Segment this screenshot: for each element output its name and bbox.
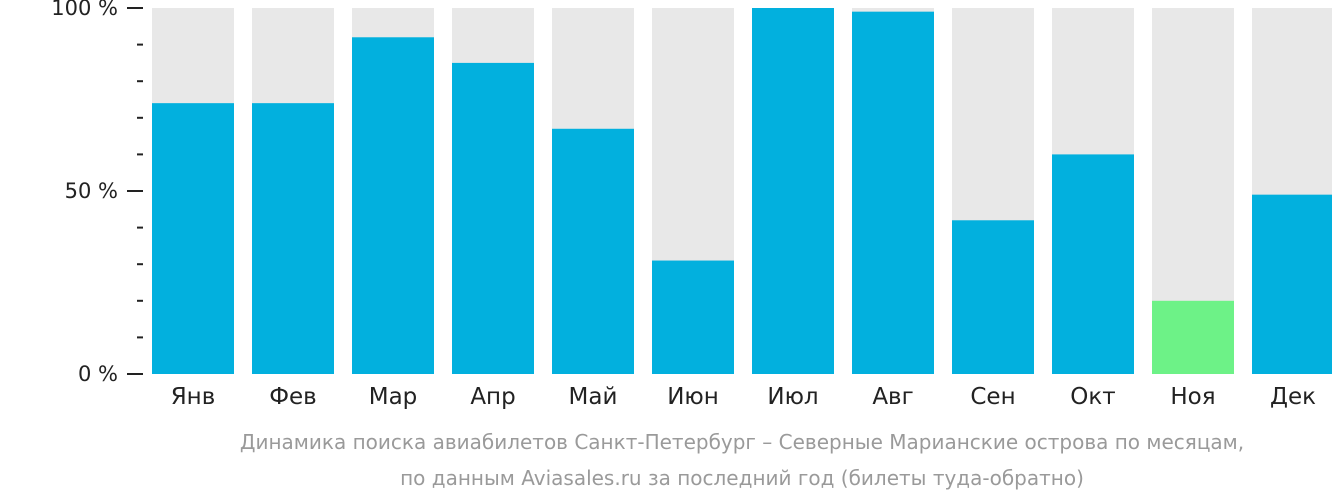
x-tick-label: Мар xyxy=(369,384,418,410)
bar-1 xyxy=(152,103,234,374)
bar-8 xyxy=(852,11,934,374)
chart-caption-line-1: Динамика поиска авиабилетов Санкт-Петерб… xyxy=(239,430,1245,454)
bar-3 xyxy=(352,37,434,374)
bar-5 xyxy=(552,128,634,374)
bar-4 xyxy=(452,62,534,375)
y-tick-label: 50 % xyxy=(65,179,118,203)
bar-9 xyxy=(952,220,1034,374)
x-tick-label: Апр xyxy=(470,384,515,410)
x-tick-label: Июл xyxy=(767,384,818,410)
x-tick-label: Авг xyxy=(872,384,913,410)
bar-chart: 0 % 50 % 100 % Янв Фев Мар Апр Май Июн Июл Авг Сен О… xyxy=(51,0,1332,410)
bar-10 xyxy=(1052,154,1134,374)
y-tick-label: 100 % xyxy=(51,0,118,20)
x-tick-label: Июн xyxy=(667,384,719,410)
bar-11 xyxy=(1152,300,1234,374)
x-tick-label: Ноя xyxy=(1170,384,1215,410)
x-tick-label: Фев xyxy=(269,384,317,410)
x-tick-label: Окт xyxy=(1070,384,1115,410)
bar-7 xyxy=(752,8,834,374)
x-tick-label: Май xyxy=(569,384,618,410)
y-tick-label: 0 % xyxy=(78,362,118,386)
bar-2 xyxy=(252,103,334,374)
chart-caption-line-2: по данным Aviasales.ru за последний год … xyxy=(400,466,1084,490)
x-tick-label: Дек xyxy=(1270,384,1316,410)
x-tick-label: Янв xyxy=(171,384,216,410)
bar-12 xyxy=(1252,194,1332,374)
x-tick-label: Сен xyxy=(970,384,1015,410)
bar-6 xyxy=(652,260,734,374)
